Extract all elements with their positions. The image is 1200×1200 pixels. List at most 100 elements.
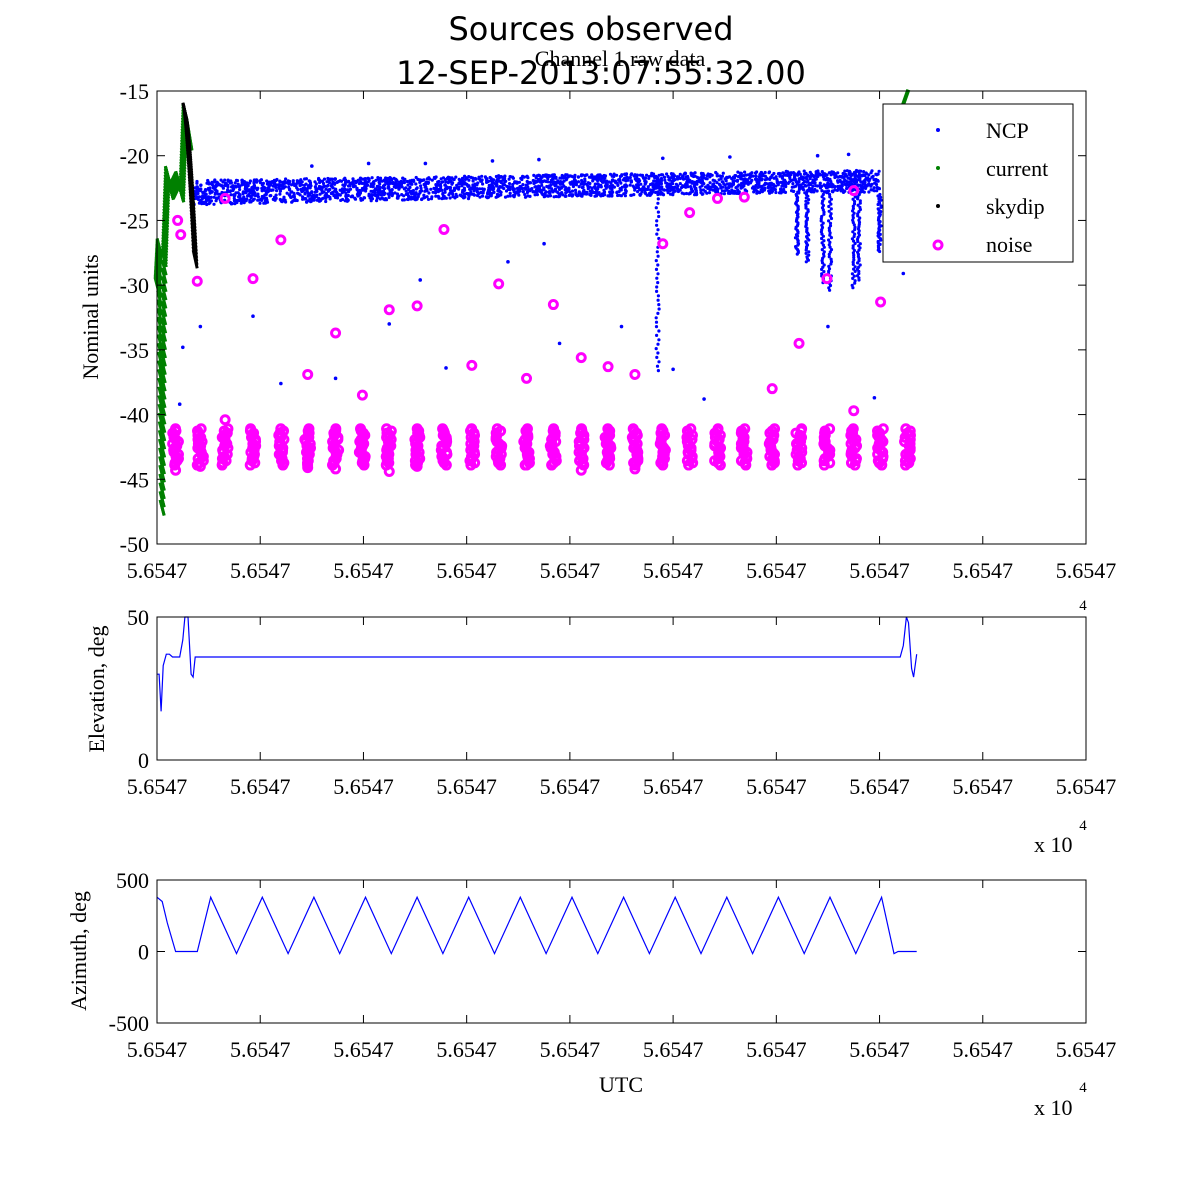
ncp-point xyxy=(607,180,611,184)
noise-point xyxy=(575,352,587,364)
subplot-azimuth-ytick-label: 0 xyxy=(138,940,149,965)
ncp-point xyxy=(827,264,831,268)
ncp-point xyxy=(655,223,659,227)
ncp-point xyxy=(603,193,607,197)
ncp-point xyxy=(858,201,862,205)
ncp-point xyxy=(829,236,834,240)
ncp-point xyxy=(580,192,584,196)
ncp-point xyxy=(857,172,861,176)
ncp-point xyxy=(440,180,444,184)
ncp-point xyxy=(240,181,244,185)
ncp-point xyxy=(743,170,747,174)
subplot-azimuth-xtick-label: 5.6547 xyxy=(643,1037,704,1062)
ncp-point xyxy=(451,195,455,199)
subplot-azimuth-xtick-label: 5.6547 xyxy=(127,1037,188,1062)
ncp-point xyxy=(423,161,428,166)
ncp-point xyxy=(542,241,546,246)
ncp-point xyxy=(213,185,217,190)
ncp-point xyxy=(851,286,855,290)
ncp-point xyxy=(755,170,759,174)
noise-point xyxy=(547,299,559,311)
ncp-point xyxy=(654,316,658,320)
ncp-point xyxy=(419,186,423,190)
noise-point xyxy=(330,463,342,475)
ncp-point xyxy=(406,197,410,202)
subplot-raw-data-xtick-label: 5.6547 xyxy=(127,558,188,583)
ncp-point xyxy=(261,181,265,185)
ncp-point xyxy=(561,174,565,178)
ncp-point xyxy=(805,180,809,184)
ncp-point xyxy=(272,181,277,185)
ncp-point xyxy=(460,176,465,180)
ncp-point xyxy=(879,205,883,209)
ncp-point xyxy=(764,182,768,186)
ncp-point xyxy=(690,174,694,178)
ncp-point xyxy=(534,190,539,194)
ncp-point xyxy=(512,195,516,199)
ncp-point xyxy=(357,181,361,186)
ncp-point xyxy=(490,159,495,163)
ncp-point xyxy=(324,187,328,191)
ncp-point xyxy=(226,188,230,192)
current-point xyxy=(155,264,163,281)
subplot-azimuth-xtick-label: 5.6547 xyxy=(230,1037,291,1062)
ncp-point xyxy=(853,227,857,232)
noise-point xyxy=(356,389,368,401)
ncp-point xyxy=(478,195,482,199)
ncp-point xyxy=(325,184,329,188)
ncp-point xyxy=(209,195,213,199)
current-point xyxy=(156,273,163,290)
ncp-point xyxy=(430,195,434,199)
ncp-point xyxy=(252,180,256,184)
ncp-point xyxy=(655,182,659,186)
noise-point xyxy=(766,383,778,395)
ncp-point xyxy=(796,243,800,247)
ncp-point xyxy=(838,179,842,183)
ncp-point xyxy=(656,272,660,276)
subplot-elevation-xtick-label: 5.6547 xyxy=(643,774,704,799)
ncp-point xyxy=(829,248,834,252)
ncp-point xyxy=(507,182,512,186)
ncp-point xyxy=(203,194,207,198)
ncp-point xyxy=(390,194,394,198)
ncp-point xyxy=(778,174,782,178)
ncp-point xyxy=(645,193,649,197)
ncp-point xyxy=(245,181,249,185)
ncp-point xyxy=(563,188,567,192)
ncp-point xyxy=(804,175,808,180)
ncp-point xyxy=(796,180,800,184)
ncp-point xyxy=(531,190,535,194)
ncp-point xyxy=(655,179,659,183)
subplot-elevation-x-exponent: x 10 xyxy=(1034,832,1073,857)
ncp-point xyxy=(822,177,826,181)
ncp-point xyxy=(594,187,599,192)
ncp-point xyxy=(643,182,647,186)
ncp-point xyxy=(418,278,423,282)
ncp-point xyxy=(443,183,447,187)
subplot-raw-data-yticks: -50 -45 -40 -35 -30 -25 -20 -15 xyxy=(120,79,1086,557)
ncp-point xyxy=(662,188,667,192)
ncp-point xyxy=(656,351,660,355)
ncp-point xyxy=(862,170,866,174)
ncp-point xyxy=(335,191,339,195)
ncp-point xyxy=(197,195,202,199)
ncp-point xyxy=(827,238,831,242)
ncp-point xyxy=(608,190,612,194)
ncp-point xyxy=(271,184,275,188)
ncp-point xyxy=(327,180,331,185)
ncp-point xyxy=(285,191,289,195)
ncp-point xyxy=(643,191,647,195)
ncp-point xyxy=(423,195,427,200)
subplot-azimuth-xtick-label: 5.6547 xyxy=(849,1037,910,1062)
ncp-point xyxy=(827,228,832,233)
ncp-dip xyxy=(793,192,801,256)
ncp-point xyxy=(795,252,799,256)
ncp-point xyxy=(497,193,501,197)
ncp-point xyxy=(841,190,846,194)
subplot-raw-data-marks xyxy=(153,89,916,516)
subplot-raw-data-xtick-label: 5.6547 xyxy=(1056,558,1117,583)
ncp-point xyxy=(585,192,589,196)
ncp-point xyxy=(866,178,871,182)
ncp-point xyxy=(250,193,255,197)
ncp-point xyxy=(320,191,324,195)
